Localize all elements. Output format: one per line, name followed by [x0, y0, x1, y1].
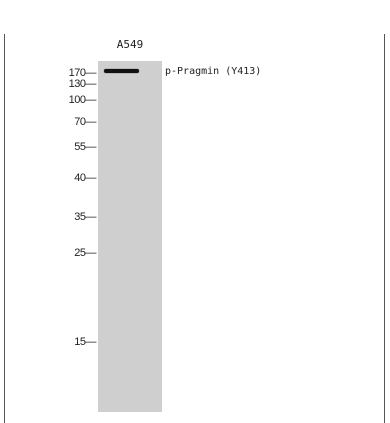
- marker-35: 35—: [74, 211, 96, 223]
- frame-left-border: [4, 34, 5, 423]
- lane-label: A549: [116, 38, 144, 51]
- marker-15: 15—: [74, 336, 96, 348]
- frame-right-border: [384, 34, 385, 423]
- marker-25: 25—: [74, 247, 96, 259]
- marker-100: 100—: [68, 94, 97, 106]
- band-label: p-Pragmin (Y413): [165, 66, 262, 77]
- marker-55: 55—: [74, 141, 96, 153]
- gel-lane: [98, 61, 162, 412]
- protein-band: [104, 69, 139, 73]
- marker-70: 70—: [74, 116, 96, 128]
- marker-130: 130—: [68, 78, 97, 90]
- marker-170: 170—: [68, 67, 97, 79]
- marker-40: 40—: [74, 172, 96, 184]
